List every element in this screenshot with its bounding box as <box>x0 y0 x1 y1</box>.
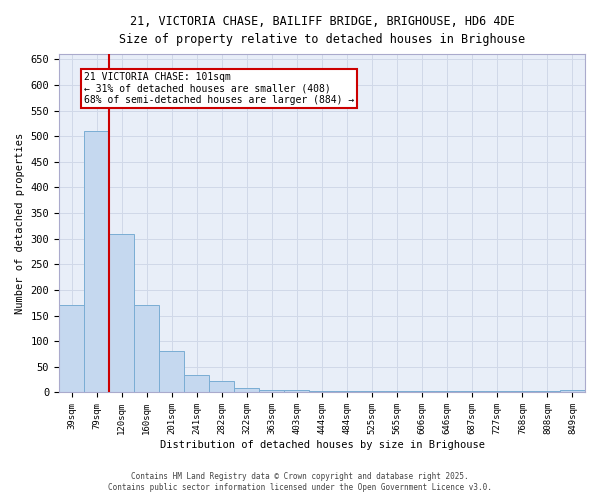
Y-axis label: Number of detached properties: Number of detached properties <box>15 132 25 314</box>
Bar <box>134 306 159 392</box>
Bar <box>109 234 134 392</box>
Bar <box>184 374 209 392</box>
Bar <box>209 381 235 392</box>
X-axis label: Distribution of detached houses by size in Brighouse: Distribution of detached houses by size … <box>160 440 485 450</box>
Text: 21 VICTORIA CHASE: 101sqm
← 31% of detached houses are smaller (408)
68% of semi: 21 VICTORIA CHASE: 101sqm ← 31% of detac… <box>84 72 355 106</box>
Title: 21, VICTORIA CHASE, BAILIFF BRIDGE, BRIGHOUSE, HD6 4DE
Size of property relative: 21, VICTORIA CHASE, BAILIFF BRIDGE, BRIG… <box>119 15 525 46</box>
Bar <box>59 306 84 392</box>
Bar <box>235 388 259 392</box>
Bar <box>259 390 284 392</box>
Text: Contains HM Land Registry data © Crown copyright and database right 2025.
Contai: Contains HM Land Registry data © Crown c… <box>108 472 492 492</box>
Bar <box>84 131 109 392</box>
Bar <box>159 352 184 393</box>
Bar <box>560 390 585 392</box>
Bar <box>284 390 310 392</box>
